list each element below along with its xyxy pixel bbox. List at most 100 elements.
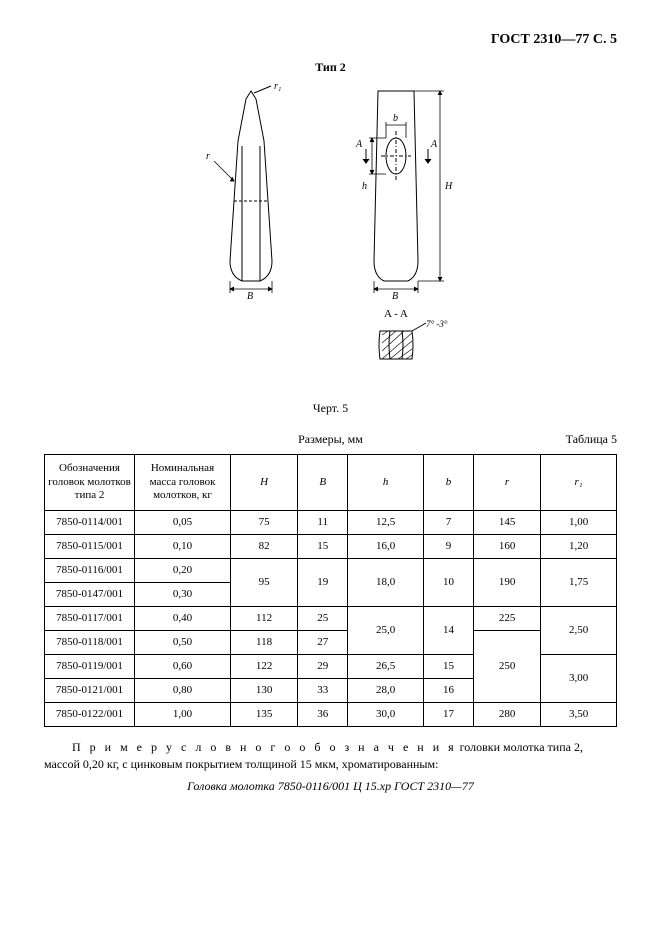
angle-label: 7° -3° xyxy=(426,319,448,329)
col-H-text: H xyxy=(260,476,268,488)
example-prefix: П р и м е р xyxy=(72,740,160,754)
A-right-label: A xyxy=(430,139,438,150)
example-subline: Головка молотка 7850-0116/001 Ц 15.хр ГО… xyxy=(44,779,617,794)
cell-r: 160 xyxy=(473,535,540,559)
cell-designation: 7850-0122/001 xyxy=(45,703,135,727)
cell-mass: 0,50 xyxy=(135,631,231,655)
cell-mass: 1,00 xyxy=(135,703,231,727)
cell-r: 190 xyxy=(473,559,540,607)
cell-h: 28,0 xyxy=(348,679,424,703)
table-row: 7850-0117/001 0,40 112 25 25,0 14 225 2,… xyxy=(45,607,617,631)
cell-B: 25 xyxy=(298,607,348,631)
cell-b: 10 xyxy=(423,559,473,607)
col-r: r xyxy=(473,455,540,511)
cell-H: 75 xyxy=(231,511,298,535)
cell-r: 280 xyxy=(473,703,540,727)
cell-H: 122 xyxy=(231,655,298,679)
cell-mass: 0,80 xyxy=(135,679,231,703)
cell-b: 16 xyxy=(423,679,473,703)
cell-H: 135 xyxy=(231,703,298,727)
table-row: 7850-0116/001 0,20 95 19 18,0 10 190 1,7… xyxy=(45,559,617,583)
cell-b: 7 xyxy=(423,511,473,535)
left-view-drawing: r₁ r B xyxy=(196,81,306,301)
col-B: B xyxy=(298,455,348,511)
B-left-label: B xyxy=(247,291,253,301)
example-paragraph: П р и м е р у с л о в н о г о о б о з н … xyxy=(44,739,617,773)
cell-designation: 7850-0121/001 xyxy=(45,679,135,703)
drawings-row: r₁ r B xyxy=(196,81,466,381)
table-number: Таблица 5 xyxy=(566,432,617,447)
col-r1-text: r₁ xyxy=(575,476,583,488)
cell-r1: 3,00 xyxy=(541,655,617,703)
col-h-text: h xyxy=(383,476,389,488)
dimensions-table: Обозначения головок молотков типа 2 Номи… xyxy=(44,454,617,727)
col-r1: r₁ xyxy=(541,455,617,511)
b-label: b xyxy=(393,113,398,124)
cell-designation: 7850-0116/001 xyxy=(45,559,135,583)
cell-h: 12,5 xyxy=(348,511,424,535)
cell-B: 36 xyxy=(298,703,348,727)
col-B-text: B xyxy=(319,476,326,488)
col-h: h xyxy=(348,455,424,511)
figure-area: r₁ r B xyxy=(44,81,617,381)
cell-r1: 1,20 xyxy=(541,535,617,559)
r-label: r xyxy=(206,151,210,162)
B-right-label: B xyxy=(392,291,398,302)
page-header: ГОСТ 2310—77 С. 5 xyxy=(44,32,617,48)
col-H: H xyxy=(231,455,298,511)
cell-mass: 0,40 xyxy=(135,607,231,631)
table-row: 7850-0115/001 0,10 82 15 16,0 9 160 1,20 xyxy=(45,535,617,559)
table-row: 7850-0122/001 1,00 135 36 30,0 17 280 3,… xyxy=(45,703,617,727)
cell-H: 130 xyxy=(231,679,298,703)
cell-r: 250 xyxy=(473,631,540,703)
cell-h: 18,0 xyxy=(348,559,424,607)
cell-h: 16,0 xyxy=(348,535,424,559)
col-b-text: b xyxy=(446,476,452,488)
cell-H: 118 xyxy=(231,631,298,655)
cell-H: 82 xyxy=(231,535,298,559)
cell-mass: 0,20 xyxy=(135,559,231,583)
cell-b: 14 xyxy=(423,607,473,655)
figure-caption: Черт. 5 xyxy=(44,401,617,416)
table-header-row: Обозначения головок молотков типа 2 Номи… xyxy=(45,455,617,511)
A-left-label: A xyxy=(355,139,363,150)
cell-designation: 7850-0117/001 xyxy=(45,607,135,631)
cell-mass: 0,05 xyxy=(135,511,231,535)
table-label-row: Размеры, мм Таблица 5 xyxy=(44,432,617,450)
col-mass: Номинальная масса головок молотков, кг xyxy=(135,455,231,511)
cell-designation: 7850-0119/001 xyxy=(45,655,135,679)
col-b: b xyxy=(423,455,473,511)
cell-H: 112 xyxy=(231,607,298,631)
dimensions-label: Размеры, мм xyxy=(298,432,363,447)
H-label: H xyxy=(444,181,453,192)
cell-designation: 7850-0147/001 xyxy=(45,583,135,607)
cell-H: 95 xyxy=(231,559,298,607)
cell-designation: 7850-0115/001 xyxy=(45,535,135,559)
cell-B: 11 xyxy=(298,511,348,535)
section-label: A - A xyxy=(384,308,408,320)
cell-h: 25,0 xyxy=(348,607,424,655)
h-label: h xyxy=(362,181,367,192)
cell-designation: 7850-0118/001 xyxy=(45,631,135,655)
cell-B: 33 xyxy=(298,679,348,703)
cell-mass: 0,30 xyxy=(135,583,231,607)
cell-B: 19 xyxy=(298,559,348,607)
cell-mass: 0,10 xyxy=(135,535,231,559)
col-designation: Обозначения головок молотков типа 2 xyxy=(45,455,135,511)
cell-h: 26,5 xyxy=(348,655,424,679)
cell-r1: 1,00 xyxy=(541,511,617,535)
cell-designation: 7850-0114/001 xyxy=(45,511,135,535)
cell-B: 29 xyxy=(298,655,348,679)
table-row: 7850-0118/001 0,50 118 27 250 xyxy=(45,631,617,655)
cell-h: 30,0 xyxy=(348,703,424,727)
cell-r: 145 xyxy=(473,511,540,535)
example-spaced: у с л о в н о г о о б о з н а ч е н и я xyxy=(166,740,457,754)
right-view-drawing: A A H h xyxy=(336,81,466,381)
cell-mass: 0,60 xyxy=(135,655,231,679)
cell-b: 17 xyxy=(423,703,473,727)
type-label: Тип 2 xyxy=(44,60,617,75)
r1-label: r₁ xyxy=(274,81,281,92)
col-r-text: r xyxy=(505,476,509,488)
cell-b: 15 xyxy=(423,655,473,679)
cell-B: 15 xyxy=(298,535,348,559)
